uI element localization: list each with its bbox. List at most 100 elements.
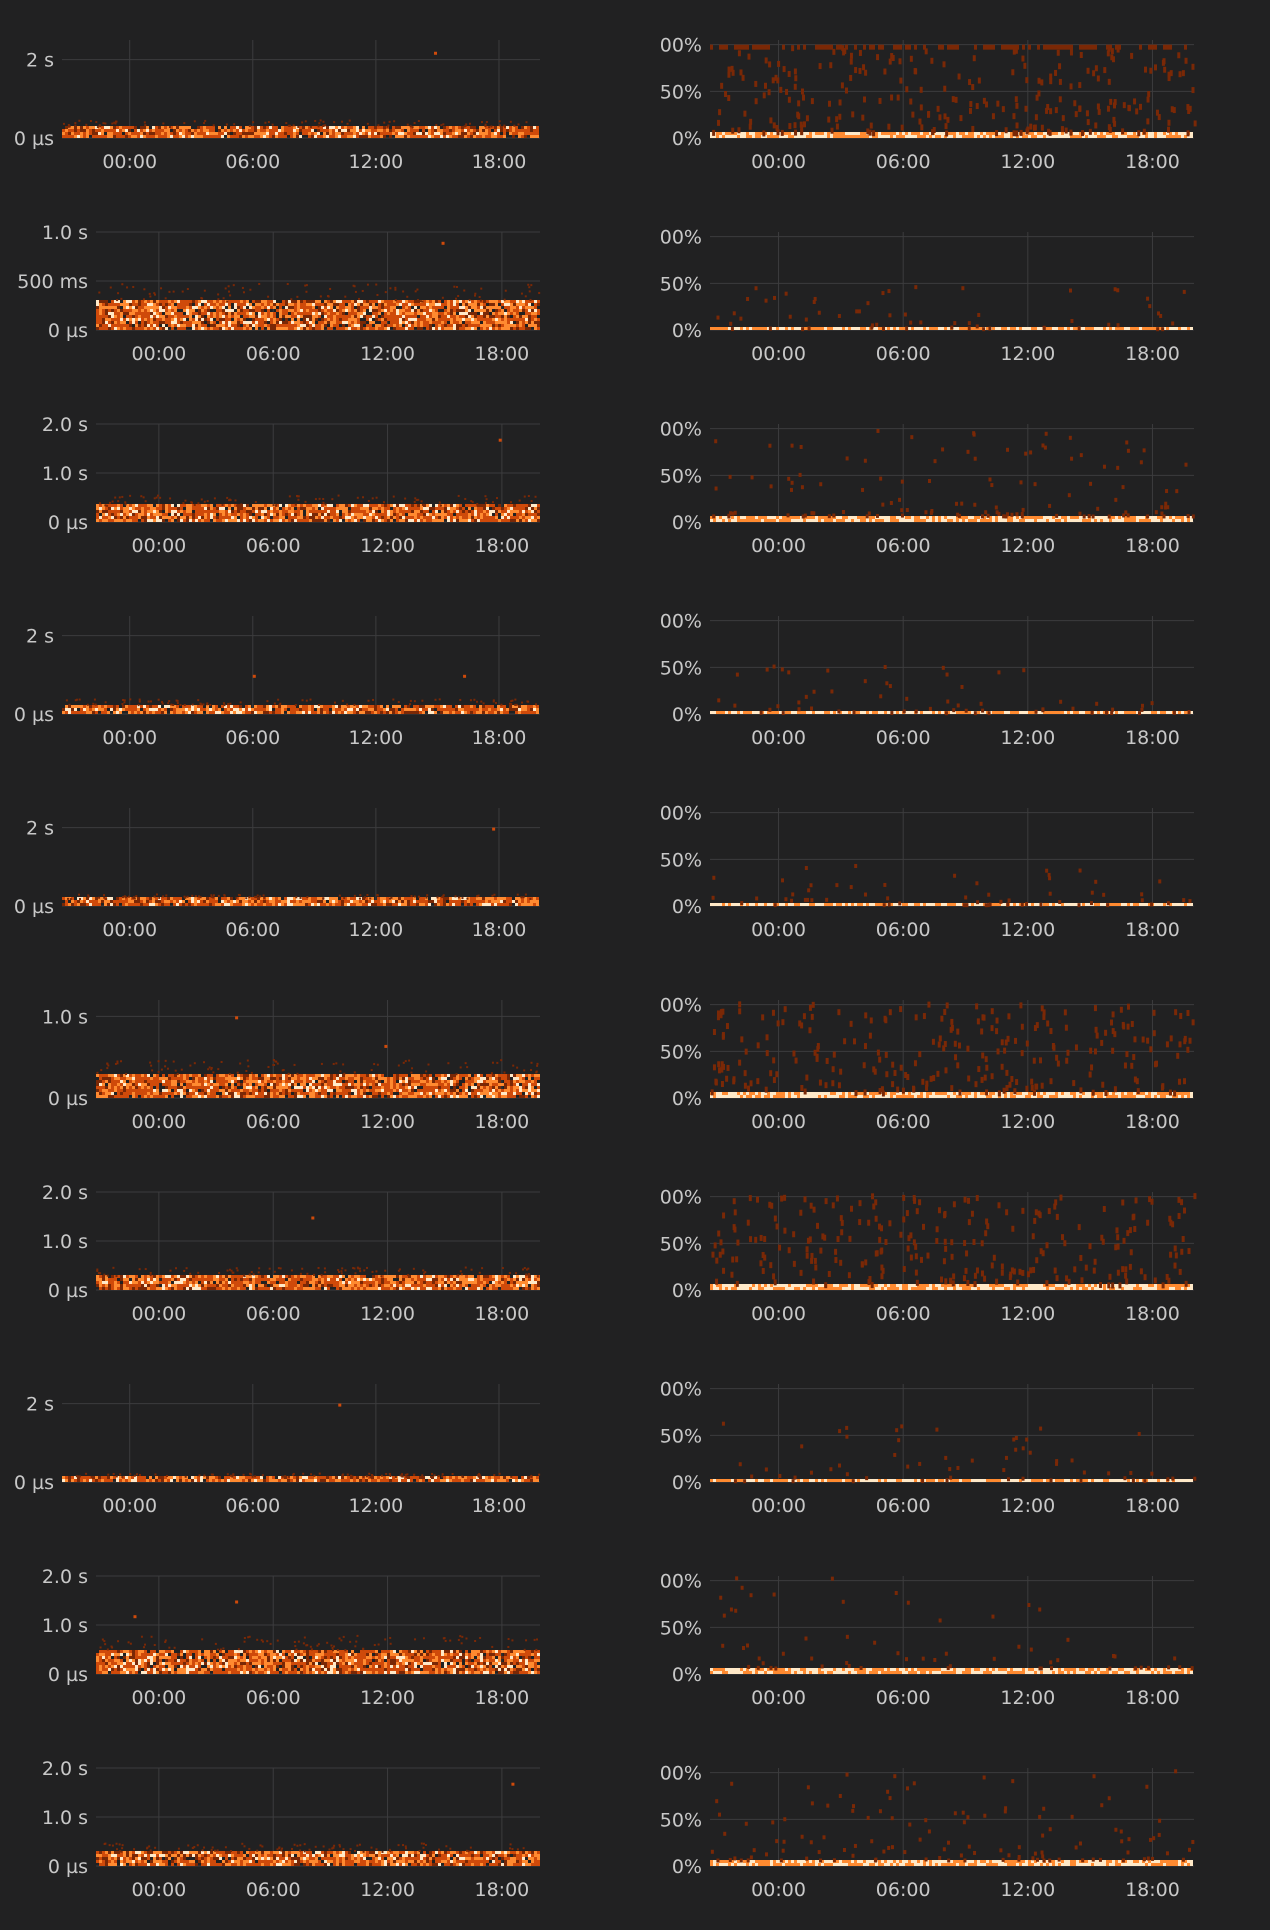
heat-cell: [1172, 516, 1175, 519]
heat-cell: [440, 129, 443, 132]
heat-cell: [392, 129, 395, 132]
heat-cell: [416, 135, 419, 138]
heat-cell: [800, 516, 803, 519]
heat-cell: [132, 306, 135, 309]
heat-cell: [518, 705, 521, 708]
heat-cell: [1109, 135, 1112, 138]
heat-cell: [501, 324, 504, 327]
heat-cell: [287, 711, 290, 714]
heat-cell: [1157, 519, 1160, 522]
data-point: [849, 58, 853, 65]
heat-cell: [501, 510, 504, 513]
heat-cell: [330, 507, 333, 510]
heat-cell: [351, 315, 354, 318]
heat-cell: [405, 309, 408, 312]
heat-cell: [440, 132, 443, 135]
heat-cell: [513, 306, 516, 309]
heat-cell: [342, 309, 345, 312]
heat-cell: [99, 303, 102, 306]
heat-cell: [222, 300, 225, 303]
heat-cell: [483, 513, 486, 516]
heat-cell: [848, 132, 851, 135]
heat-cell: [390, 519, 393, 522]
data-point: [863, 458, 867, 463]
heat-cell: [339, 519, 342, 522]
heat-cell: [240, 306, 243, 309]
heat-cell: [317, 135, 320, 138]
heat-cell: [447, 315, 450, 318]
heat-cell: [143, 126, 146, 129]
heat-cell: [375, 327, 378, 330]
heat-cell: [1016, 519, 1019, 522]
heat-cell: [390, 303, 393, 306]
heat-cell: [465, 324, 468, 327]
heat-cell: [818, 516, 821, 519]
heat-cell: [276, 327, 279, 330]
heat-cell: [161, 708, 164, 711]
heat-cell: [324, 510, 327, 513]
heat-cell: [483, 321, 486, 324]
heat-cell: [114, 519, 117, 522]
heat-cell: [104, 129, 107, 132]
heat-cell: [1007, 519, 1010, 522]
heat-cell: [354, 504, 357, 507]
heat-cell: [884, 519, 887, 522]
heat-cell: [186, 309, 189, 312]
heat-cell: [254, 126, 257, 129]
heat-cell: [719, 327, 722, 330]
heat-cell: [381, 318, 384, 321]
heat-cell: [135, 504, 138, 507]
heat-cell: [375, 315, 378, 318]
heat-cell: [494, 132, 497, 135]
data-point: [111, 122, 114, 125]
heat-cell: [380, 705, 383, 708]
heat-cell: [276, 303, 279, 306]
heat-cell: [722, 327, 725, 330]
heat-cell: [773, 132, 776, 135]
heat-cell: [968, 132, 971, 135]
heat-cell: [932, 516, 935, 519]
heat-cell: [890, 516, 893, 519]
heat-cell: [173, 129, 176, 132]
data-point: [841, 45, 845, 52]
heat-cell: [534, 504, 537, 507]
heat-cell: [251, 132, 254, 135]
data-point: [1032, 124, 1036, 131]
heat-cell: [113, 705, 116, 708]
heat-cell: [261, 516, 264, 519]
heat-cell: [183, 516, 186, 519]
data-point: [387, 124, 390, 127]
data-point: [254, 501, 257, 504]
data-point: [459, 698, 462, 701]
heat-cell: [300, 519, 303, 522]
heat-cell: [312, 513, 315, 516]
heat-cell: [1007, 516, 1010, 519]
heat-cell: [222, 306, 225, 309]
heat-cell: [288, 321, 291, 324]
heat-cell: [204, 309, 207, 312]
heat-cell: [222, 513, 225, 516]
heat-cell: [1076, 132, 1079, 135]
heat-cell: [456, 321, 459, 324]
heat-cell: [503, 135, 506, 138]
heat-cell: [275, 705, 278, 708]
heat-cell: [477, 510, 480, 513]
heat-cell: [173, 132, 176, 135]
heat-cell: [1172, 327, 1175, 330]
heat-cell: [1097, 135, 1100, 138]
heat-cell: [740, 327, 743, 330]
heat-cell: [408, 504, 411, 507]
heat-cell: [158, 705, 161, 708]
heat-cell: [1175, 516, 1178, 519]
data-point: [1056, 49, 1060, 56]
data-point: [725, 44, 728, 50]
heat-cell: [992, 132, 995, 135]
heat-cell: [1136, 135, 1139, 138]
heat-cell: [420, 327, 423, 330]
heat-cell: [234, 306, 237, 309]
heat-cell: [1040, 132, 1043, 135]
heat-cell: [893, 516, 896, 519]
heat-cell: [405, 321, 408, 324]
heat-cell: [234, 516, 237, 519]
data-point: [863, 44, 866, 50]
